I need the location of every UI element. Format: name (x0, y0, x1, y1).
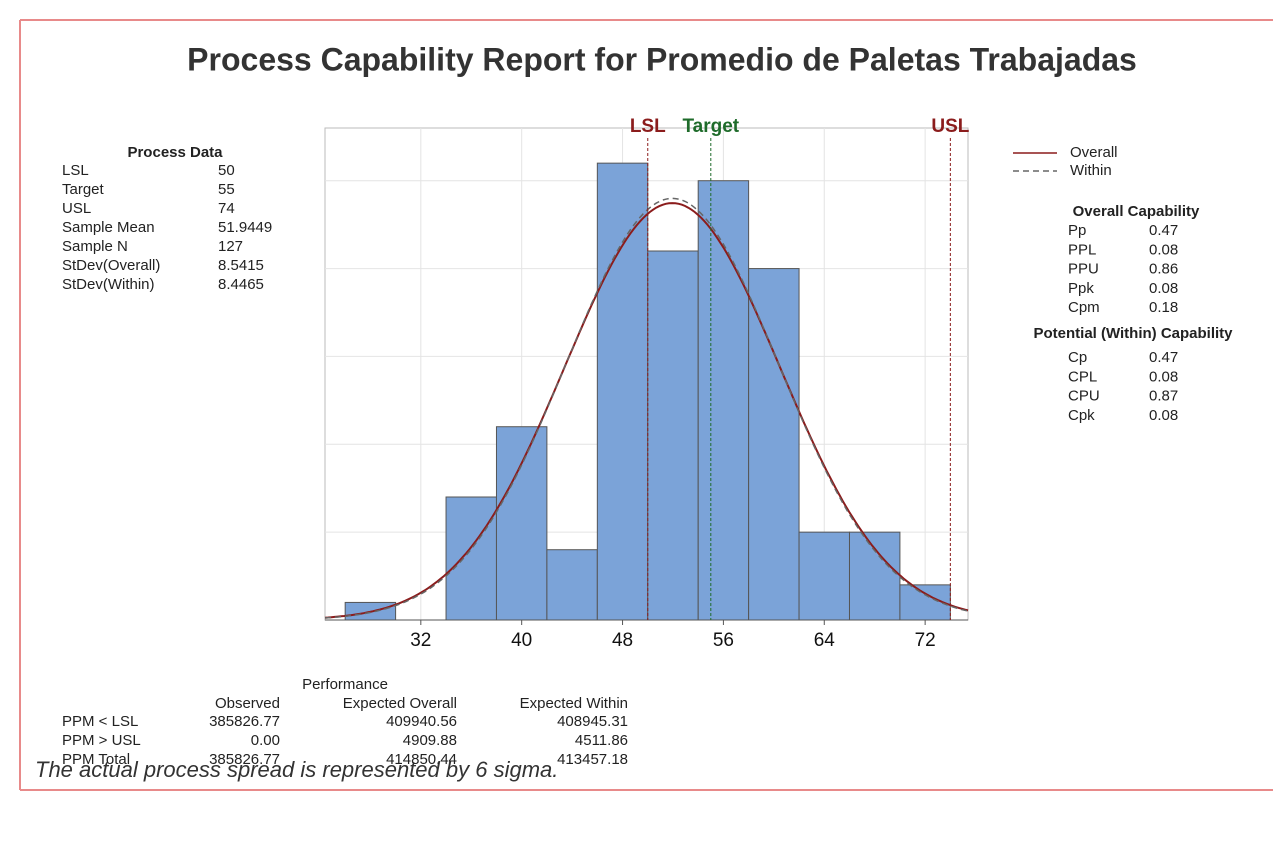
cell: 4909.88 (403, 732, 457, 749)
legend-label: Within (1070, 162, 1112, 179)
x-tick-label: 32 (410, 630, 431, 651)
row-label: USL (62, 200, 91, 217)
bar (848, 531, 901, 621)
row-label: Ppk (1068, 280, 1094, 297)
panel-header: Potential (Within) Capability (1033, 325, 1233, 342)
column-header: Expected Overall (343, 695, 457, 712)
cell: 409940.56 (386, 713, 457, 730)
cell: 4511.86 (575, 732, 628, 749)
cell: 0.00 (251, 732, 280, 749)
bar (445, 496, 497, 621)
bar (546, 549, 598, 621)
row-value: 0.08 (1149, 368, 1178, 385)
footer: The actual process spread is represented… (35, 757, 558, 782)
row-value: 0.87 (1149, 388, 1178, 405)
row-label: PPM < LSL (62, 713, 138, 730)
x-tick-label: 56 (713, 630, 734, 651)
row-value: 8.5415 (218, 257, 264, 274)
row-label: Cpk (1068, 407, 1095, 424)
legend-label: Overall (1070, 144, 1118, 161)
spec-label: USL (931, 116, 969, 137)
bar (798, 531, 850, 621)
bar (647, 250, 699, 621)
row-label: LSL (62, 162, 89, 179)
row-value: 0.86 (1149, 261, 1178, 278)
row-value: 51.9449 (218, 219, 272, 236)
row-label: Sample Mean (62, 219, 155, 236)
panel-header: Overall Capability (1073, 203, 1200, 220)
row-value: 0.08 (1149, 280, 1178, 297)
row-value: 74 (218, 200, 235, 217)
bar (697, 180, 750, 621)
fit-curve (324, 197, 969, 619)
row-value: 55 (218, 181, 235, 198)
row-label: Cpm (1068, 299, 1100, 316)
spec-label: LSL (630, 116, 666, 137)
row-value: 0.47 (1149, 349, 1178, 366)
bar (596, 162, 649, 621)
fit-curve (324, 202, 969, 619)
row-value: 0.47 (1149, 222, 1178, 239)
panel-header: Process Data (127, 144, 223, 161)
title: Process Capability Report for Promedio d… (187, 41, 1137, 77)
column-header: Observed (215, 695, 280, 712)
row-label: PPM > USL (62, 732, 141, 749)
row-label: CPU (1068, 388, 1100, 405)
x-tick-label: 64 (814, 630, 836, 651)
row-label: StDev(Within) (62, 276, 155, 293)
row-label: PPM Total (62, 751, 130, 768)
row-value: 8.4465 (218, 276, 264, 293)
x-tick-label: 48 (612, 630, 633, 651)
cell: 385826.77 (209, 751, 280, 768)
row-label: PPL (1068, 241, 1096, 258)
column-header: Expected Within (520, 695, 628, 712)
row-value: 127 (218, 238, 243, 255)
x-tick-label: 40 (511, 630, 532, 651)
x-tick-label: 72 (915, 630, 936, 651)
row-value: 0.08 (1149, 407, 1178, 424)
cell: 413457.18 (557, 751, 628, 768)
row-label: Cp (1068, 349, 1087, 366)
bar (748, 268, 800, 621)
row-label: StDev(Overall) (62, 257, 160, 274)
row-label: Sample N (62, 238, 128, 255)
spec-label: Target (682, 116, 739, 137)
row-label: Pp (1068, 222, 1086, 239)
cell: 408945.31 (557, 713, 628, 730)
row-value: 0.18 (1149, 299, 1178, 316)
row-label: Target (62, 181, 105, 198)
row-label: PPU (1068, 261, 1099, 278)
row-label: CPL (1068, 368, 1097, 385)
row-value: 50 (218, 162, 235, 179)
row-value: 0.08 (1149, 241, 1178, 258)
panel-header: Performance (302, 676, 388, 693)
cell: 414850.44 (386, 751, 457, 768)
bar (495, 426, 548, 621)
cell: 385826.77 (209, 713, 280, 730)
